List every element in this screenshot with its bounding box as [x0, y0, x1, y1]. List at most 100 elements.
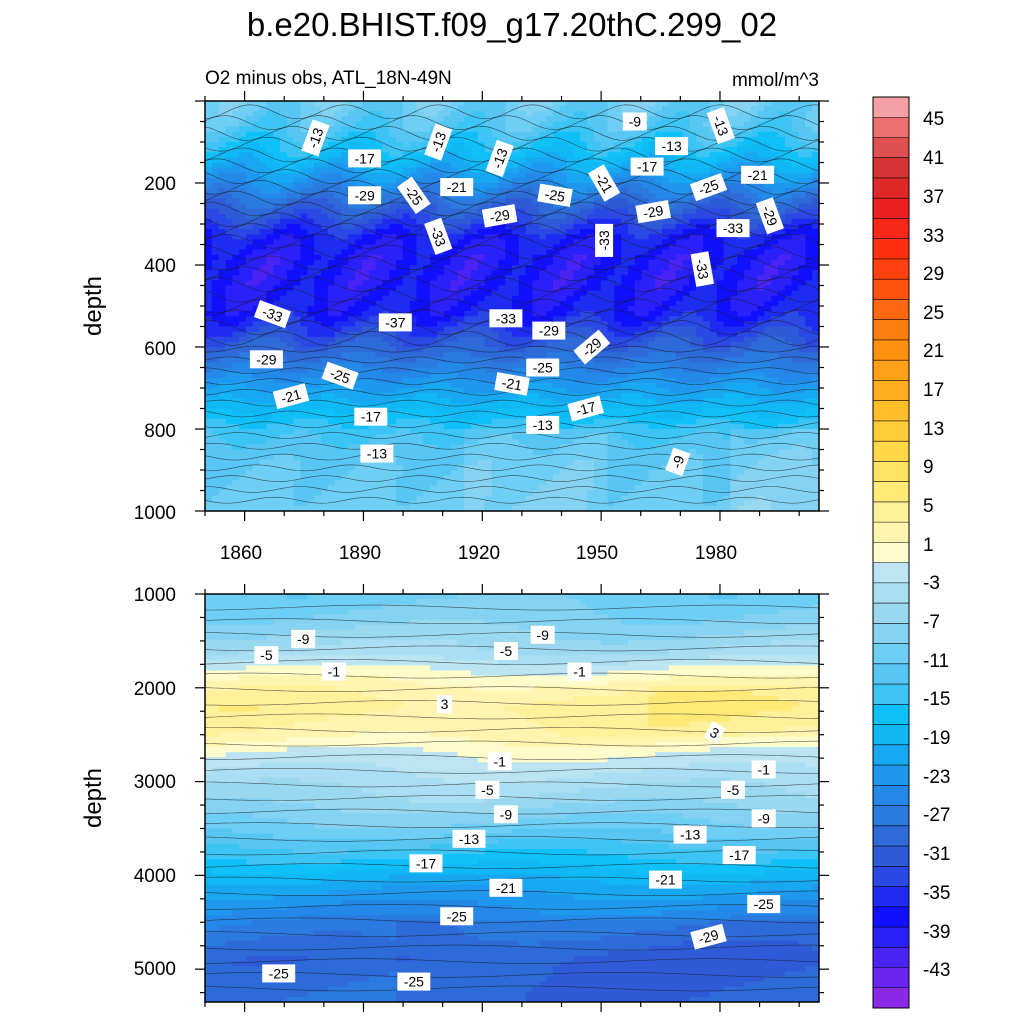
upper-contour-cell: [334, 393, 343, 399]
upper-contour-cell: [607, 449, 615, 456]
upper-contour-cell: [409, 249, 418, 256]
upper-contour-cell: [477, 136, 486, 143]
upper-contour-cell: [423, 116, 431, 123]
upper-contour-cell: [218, 500, 227, 507]
upper-contour-cell: [300, 357, 308, 363]
upper-contour-cell: [382, 254, 390, 261]
upper-contour-cell: [450, 157, 459, 164]
upper-contour-cell: [614, 505, 622, 511]
upper-contour-cell: [280, 126, 288, 133]
upper-contour-cell: [552, 203, 561, 210]
upper-contour-cell: [471, 131, 479, 138]
upper-contour-cell: [334, 418, 343, 425]
upper-contour-cell: [430, 367, 438, 374]
upper-contour-cell: [361, 136, 370, 143]
upper-contour-cell: [320, 429, 329, 435]
upper-contour-cell: [600, 311, 609, 317]
upper-contour-cell: [491, 111, 499, 117]
upper-contour-cell: [587, 162, 595, 169]
upper-contour-cell: [314, 413, 322, 420]
upper-contour-cell: [430, 306, 438, 312]
upper-contour-cell: [375, 347, 383, 353]
upper-contour-cell: [382, 229, 390, 235]
upper-contour-cell: [396, 449, 404, 456]
upper-contour-cell: [559, 162, 568, 169]
upper-contour-cell: [300, 208, 308, 215]
upper-contour-cell: [252, 464, 261, 471]
upper-contour-cell: [600, 459, 609, 466]
upper-contour-cell: [245, 295, 254, 302]
upper-contour-cell: [259, 398, 267, 404]
upper-contour-cell: [416, 101, 424, 107]
upper-contour-cell: [341, 157, 349, 164]
upper-contour-cell: [307, 162, 315, 169]
upper-contour-cell: [512, 418, 520, 425]
upper-contour-cell: [464, 475, 472, 481]
upper-contour-cell: [436, 311, 445, 317]
upper-contour-cell: [211, 177, 220, 184]
upper-contour-cell: [314, 331, 322, 338]
upper-contour-cell: [245, 362, 254, 369]
upper-contour-cell: [587, 142, 595, 148]
upper-contour-cell: [416, 495, 424, 502]
upper-contour-cell: [245, 505, 254, 511]
upper-contour-cell: [416, 485, 424, 492]
upper-contour-cell: [436, 275, 445, 281]
upper-contour-cell: [621, 505, 629, 511]
upper-contour-cell: [300, 188, 308, 194]
upper-contour-cell: [471, 331, 479, 338]
upper-contour-cell: [443, 193, 452, 199]
upper-contour-cell: [334, 388, 343, 394]
upper-contour-cell: [375, 224, 383, 230]
upper-contour-cell: [355, 475, 363, 481]
upper-contour-cell: [518, 418, 527, 425]
upper-contour-cell: [607, 341, 615, 348]
upper-contour-cell: [334, 306, 343, 312]
upper-contour-cell: [300, 285, 308, 292]
upper-contour-cell: [416, 131, 424, 138]
upper-contour-cell: [232, 398, 240, 404]
upper-contour-cell: [211, 352, 220, 358]
upper-contour-cell: [587, 439, 595, 445]
upper-contour-cell: [396, 167, 404, 174]
upper-contour-cell: [566, 382, 574, 389]
upper-contour-cell: [505, 167, 513, 174]
upper-contour-cell: [259, 254, 267, 261]
upper-contour-cell: [266, 341, 274, 348]
upper-contour-cell: [368, 403, 377, 410]
upper-contour-cell: [471, 500, 479, 507]
upper-contour-cell: [368, 295, 377, 302]
upper-contour-cell: [443, 480, 452, 486]
upper-contour-cell: [205, 336, 213, 343]
upper-contour-cell: [593, 490, 602, 497]
upper-contour-cell: [607, 111, 615, 117]
upper-contour-cell: [334, 203, 343, 210]
upper-contour-cell: [498, 111, 506, 117]
upper-contour-cell: [621, 459, 629, 466]
upper-contour-cell: [498, 485, 506, 492]
upper-contour-cell: [293, 454, 302, 461]
upper-contour-cell: [614, 224, 622, 230]
upper-contour-cell: [436, 116, 445, 123]
upper-contour-cell: [286, 500, 295, 507]
upper-contour-cell: [457, 121, 465, 128]
upper-contour-cell: [205, 300, 213, 307]
upper-contour-cell: [464, 218, 472, 225]
upper-contour-cell: [341, 352, 349, 358]
upper-contour-cell: [280, 111, 288, 117]
upper-contour-cell: [341, 357, 349, 363]
upper-contour-cell: [361, 429, 370, 435]
upper-contour-cell: [327, 444, 336, 451]
upper-contour-cell: [457, 162, 465, 169]
upper-contour-cell: [327, 254, 336, 261]
upper-contour-cell: [361, 203, 370, 210]
upper-contour-cell: [593, 162, 602, 169]
upper-contour-cell: [300, 331, 308, 338]
upper-contour-cell: [355, 372, 363, 379]
upper-contour-cell: [539, 162, 547, 169]
upper-contour-cell: [205, 224, 213, 230]
upper-contour-cell: [389, 336, 397, 343]
upper-contour-cell: [273, 234, 281, 240]
upper-contour-cell: [559, 480, 568, 486]
upper-contour-cell: [491, 398, 499, 404]
